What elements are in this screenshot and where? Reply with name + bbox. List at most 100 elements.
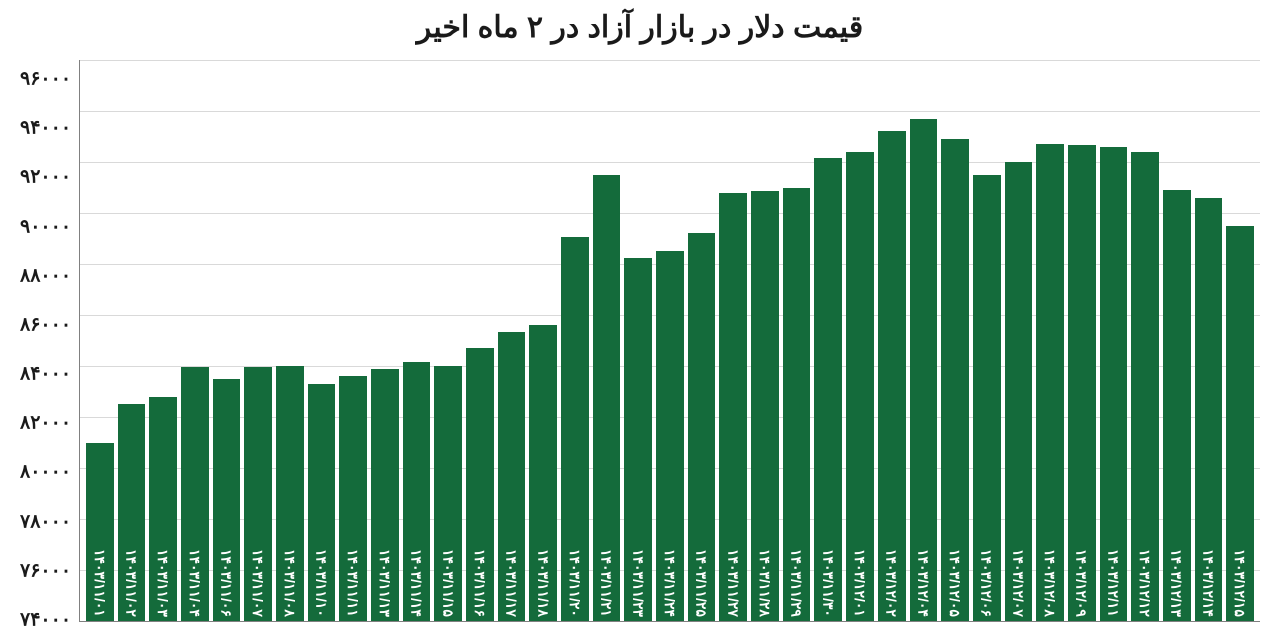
bar: ۱۴۰۳/۱۲/۱۴ [1195,198,1223,621]
bar: ۱۴۰۳/۱۱/۲۹ [783,188,811,622]
bar-slot: ۱۴۰۳/۱۱/۰۲ [116,60,148,621]
plot-area: ۹۶۰۰۰ ۹۴۰۰۰ ۹۲۰۰۰ ۹۰۰۰۰ ۸۸۰۰۰ ۸۶۰۰۰ ۸۴۰۰۰ ۸۲۰۰۰… [20,60,1260,622]
bar: ۱۴۰۳/۱۲/۰۷ [1005,162,1033,621]
bar: ۱۴۰۳/۱۲/۰۲ [878,131,906,621]
bar-date-label: ۱۴۰۳/۱۱/۲۱ [599,549,615,617]
bar-date-label: ۱۴۰۳/۱۱/۱۰ [314,549,330,617]
bar: ۱۴۰۳/۱۱/۰۷ [244,367,272,621]
bar-date-label: ۱۴۰۳/۱۲/۱۱ [1105,549,1121,617]
bar-slot: ۱۴۰۳/۱۲/۱۴ [1193,60,1225,621]
y-axis-tick: ۹۰۰۰۰ [20,217,71,236]
bar-date-label: ۱۴۰۳/۱۱/۲۵ [694,549,710,617]
bar-date-label: ۱۴۰۳/۱۲/۰۸ [1042,549,1058,617]
y-axis-tick: ۹۴۰۰۰ [20,119,71,138]
bar-date-label: ۱۴۰۳/۱۱/۰۸ [282,549,298,617]
bar-date-label: ۱۴۰۳/۱۲/۰۹ [1074,549,1090,617]
bar: ۱۴۰۳/۱۲/۰۵ [941,139,969,621]
bar-slot: ۱۴۰۳/۱۱/۱۶ [464,60,496,621]
bars-wrapper: ۱۴۰۳/۱۱/۰۱ ۱۴۰۳/۱۱/۰۲ ۱۴۰۳/۱۱/۰۳ ۱۴۰۳/۱۱/۰۴… [79,60,1260,622]
bar: ۱۴۰۳/۱۱/۱۸ [529,325,557,621]
bar-slot: ۱۴۰۳/۱۱/۲۷ [717,60,749,621]
bar-date-label: ۱۴۰۳/۱۲/۰۶ [979,549,995,617]
bar-slot: ۱۴۰۳/۱۱/۲۰ [559,60,591,621]
bar: ۱۴۰۳/۱۲/۱۵ [1226,226,1254,621]
bar-slot: ۱۴۰۳/۱۱/۲۴ [654,60,686,621]
bar: ۱۴۰۳/۱۱/۱۳ [371,369,399,621]
bar-slot: ۱۴۰۳/۱۲/۱۳ [1161,60,1193,621]
bar: ۱۴۰۳/۱۱/۰۸ [276,366,304,621]
bar-date-label: ۱۴۰۳/۱۱/۰۷ [250,549,266,617]
bar-slot: ۱۴۰۳/۱۱/۲۱ [591,60,623,621]
bar-date-label: ۱۴۰۳/۱۱/۰۲ [124,549,140,617]
bar-slot: ۱۴۰۳/۱۲/۱۵ [1224,60,1256,621]
bar-slot: ۱۴۰۳/۱۱/۰۸ [274,60,306,621]
bar: ۱۴۰۳/۱۲/۱۲ [1131,152,1159,621]
bar: ۱۴۰۳/۱۱/۲۸ [751,191,779,621]
y-axis-tick: ۸۰۰۰۰ [20,463,71,482]
bar-slot: ۱۴۰۳/۱۱/۰۴ [179,60,211,621]
bar-date-label: ۱۴۰۳/۱۱/۱۸ [535,549,551,617]
bars-area: ۱۴۰۳/۱۱/۰۱ ۱۴۰۳/۱۱/۰۲ ۱۴۰۳/۱۱/۰۳ ۱۴۰۳/۱۱/۰۴… [80,60,1260,621]
bar-date-label: ۱۴۰۳/۱۲/۰۵ [947,549,963,617]
bar-slot: ۱۴۰۳/۱۱/۲۳ [622,60,654,621]
y-axis-tick: ۹۶۰۰۰ [20,70,71,89]
y-axis-tick: ۷۶۰۰۰ [20,561,71,580]
bar: ۱۴۰۳/۱۱/۱۵ [434,366,462,621]
bar-date-label: ۱۴۰۳/۱۲/۰۷ [1010,549,1026,617]
bar-slot: ۱۴۰۳/۱۱/۲۵ [686,60,718,621]
bar: ۱۴۰۳/۱۱/۱۱ [339,376,367,621]
bar-slot: ۱۴۰۳/۱۱/۰۱ [84,60,116,621]
bar: ۱۴۰۳/۱۱/۲۱ [593,175,621,621]
y-axis-tick: ۷۸۰۰۰ [20,512,71,531]
bar: ۱۴۰۳/۱۱/۲۳ [624,258,652,621]
bar-slot: ۱۴۰۳/۱۱/۱۳ [369,60,401,621]
bar-date-label: ۱۴۰۳/۱۲/۱۲ [1137,549,1153,617]
bar: ۱۴۰۳/۱۱/۲۴ [656,251,684,621]
y-axis-tick: ۸۶۰۰۰ [20,315,71,334]
bar-date-label: ۱۴۰۳/۱۱/۰۳ [155,549,171,617]
bar-date-label: ۱۴۰۳/۱۱/۱۱ [345,549,361,617]
bar-date-label: ۱۴۰۳/۱۱/۱۳ [377,549,393,617]
bar-date-label: ۱۴۰۳/۱۱/۲۴ [662,549,678,617]
y-axis-tick: ۹۲۰۰۰ [20,168,71,187]
chart-title: قیمت دلار در بازار آزاد در ۲ ماه اخیر [20,10,1260,45]
bar-date-label: ۱۴۰۳/۱۲/۱۴ [1200,549,1216,617]
bar-slot: ۱۴۰۳/۱۲/۱۱ [1098,60,1130,621]
bar-slot: ۱۴۰۳/۱۲/۰۱ [844,60,876,621]
bar: ۱۴۰۳/۱۱/۲۰ [561,237,589,621]
chart-container: قیمت دلار در بازار آزاد در ۲ ماه اخیر ۹۶… [0,0,1280,642]
bar-slot: ۱۴۰۳/۱۲/۰۴ [908,60,940,621]
bar-date-label: ۱۴۰۳/۱۱/۲۳ [630,549,646,617]
bar: ۱۴۰۳/۱۱/۱۴ [403,362,431,621]
bar-date-label: ۱۴۰۳/۱۱/۰۱ [92,549,108,617]
bar-slot: ۱۴۰۳/۱۲/۰۶ [971,60,1003,621]
bar-slot: ۱۴۰۳/۱۱/۰۷ [242,60,274,621]
bar: ۱۴۰۳/۱۱/۰۲ [118,404,146,621]
bar: ۱۴۰۳/۱۲/۰۴ [910,119,938,621]
bar-date-label: ۱۴۰۳/۱۲/۰۲ [884,549,900,617]
bar-slot: ۱۴۰۳/۱۱/۰۶ [211,60,243,621]
bar-slot: ۱۴۰۳/۱۱/۱۵ [432,60,464,621]
bar-date-label: ۱۴۰۳/۱۱/۱۷ [504,549,520,617]
bar-date-label: ۱۴۰۳/۱۱/۲۷ [725,549,741,617]
bar-slot: ۱۴۰۳/۱۱/۳۰ [812,60,844,621]
bar-date-label: ۱۴۰۳/۱۱/۰۶ [219,549,235,617]
bar: ۱۴۰۳/۱۱/۰۶ [213,379,241,621]
bar-date-label: ۱۴۰۳/۱۲/۰۴ [915,549,931,617]
bar-slot: ۱۴۰۳/۱۲/۱۲ [1129,60,1161,621]
bar: ۱۴۰۳/۱۱/۱۰ [308,384,336,621]
y-axis-tick: ۷۴۰۰۰ [20,610,71,629]
bar-slot: ۱۴۰۳/۱۲/۰۵ [939,60,971,621]
bar-date-label: ۱۴۰۳/۱۱/۱۵ [440,549,456,617]
bar: ۱۴۰۳/۱۱/۱۶ [466,348,494,621]
bar: ۱۴۰۳/۱۲/۰۸ [1036,144,1064,621]
bar: ۱۴۰۳/۱۲/۱۱ [1100,147,1128,621]
bar: ۱۴۰۳/۱۲/۱۳ [1163,190,1191,621]
y-axis-tick: ۸۴۰۰۰ [20,365,71,384]
y-axis-tick: ۸۲۰۰۰ [20,414,71,433]
bar: ۱۴۰۳/۱۱/۲۵ [688,233,716,621]
bar-date-label: ۱۴۰۳/۱۱/۱۴ [409,549,425,617]
y-axis-tick: ۸۸۰۰۰ [20,266,71,285]
bar-date-label: ۱۴۰۳/۱۱/۳۰ [820,549,836,617]
bar: ۱۴۰۳/۱۱/۲۷ [719,193,747,621]
